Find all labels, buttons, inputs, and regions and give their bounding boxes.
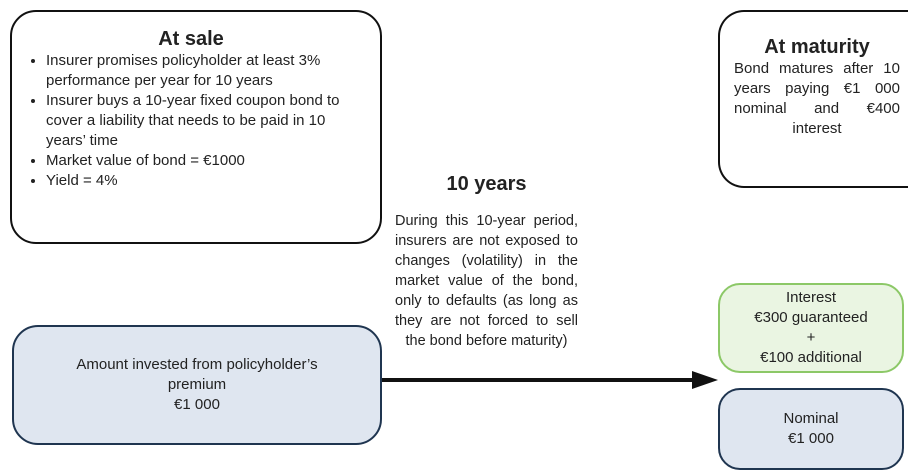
invested-line: €1 000	[174, 396, 220, 413]
nominal-line: Nominal	[783, 410, 839, 427]
interest-line: €300 guaranteed	[754, 309, 868, 326]
bullet: Yield = 4%	[46, 171, 362, 191]
period-title: 10 years	[446, 173, 527, 195]
at-sale-title: At sale	[158, 28, 224, 50]
nominal-box: Nominal €1 000	[718, 388, 904, 470]
nominal-line: €1 000	[788, 430, 834, 447]
interest-line: €100 additional	[760, 349, 862, 366]
period-text: During this 10-year period, insurers are…	[395, 213, 578, 349]
interest-line: Interest	[785, 289, 837, 306]
bullet: Market value of bond = €1000	[46, 151, 362, 171]
at-maturity-box: At maturity Bond matures after 10 years …	[718, 10, 908, 188]
interest-box: Interest €300 guaranteed + €100 additional	[718, 283, 904, 373]
arrow	[382, 371, 718, 389]
bullet: Insurer buys a 10-year fixed coupon bond…	[46, 91, 362, 151]
interest-line: +	[806, 329, 816, 346]
bullet: Insurer promises policyholder at least 3…	[46, 51, 362, 91]
at-sale-box: At sale Insurer promises policyholder at…	[10, 10, 382, 244]
at-sale-list: Insurer promises policyholder at least 3…	[20, 51, 362, 191]
at-maturity-title: At maturity	[764, 36, 870, 58]
invested-box: Amount invested from policyholder’s prem…	[12, 325, 382, 445]
at-maturity-text: Bond matures after 10 years paying €1 00…	[734, 60, 900, 137]
arrow-head	[692, 371, 718, 389]
invested-line: Amount invested from policyholder’s prem…	[76, 356, 318, 393]
